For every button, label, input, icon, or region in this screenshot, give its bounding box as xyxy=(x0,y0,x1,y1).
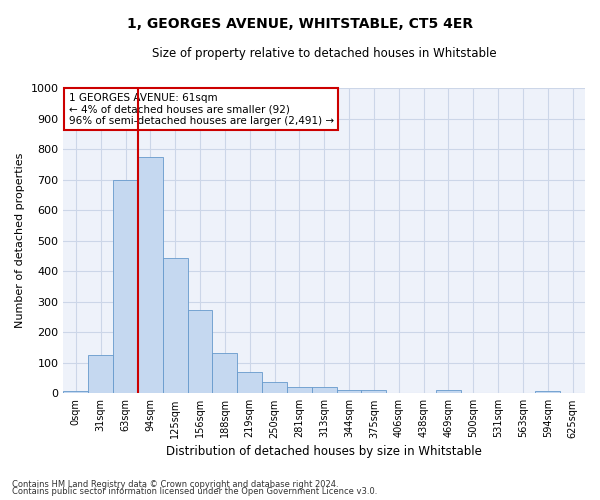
Bar xyxy=(113,180,138,394)
Bar xyxy=(436,390,461,394)
Bar xyxy=(163,258,188,394)
Bar xyxy=(361,390,386,394)
Bar xyxy=(88,355,113,394)
Text: 1, GEORGES AVENUE, WHITSTABLE, CT5 4ER: 1, GEORGES AVENUE, WHITSTABLE, CT5 4ER xyxy=(127,18,473,32)
Bar xyxy=(312,387,337,394)
Bar xyxy=(188,310,212,394)
Bar xyxy=(262,382,287,394)
Bar xyxy=(138,156,163,394)
Text: 1 GEORGES AVENUE: 61sqm
← 4% of detached houses are smaller (92)
96% of semi-det: 1 GEORGES AVENUE: 61sqm ← 4% of detached… xyxy=(68,92,334,126)
Bar xyxy=(535,391,560,394)
Bar xyxy=(337,390,361,394)
Bar xyxy=(212,353,237,394)
Bar xyxy=(287,387,312,394)
Bar xyxy=(237,372,262,394)
Y-axis label: Number of detached properties: Number of detached properties xyxy=(15,153,25,328)
X-axis label: Distribution of detached houses by size in Whitstable: Distribution of detached houses by size … xyxy=(166,444,482,458)
Text: Contains public sector information licensed under the Open Government Licence v3: Contains public sector information licen… xyxy=(12,488,377,496)
Bar xyxy=(64,391,88,394)
Text: Contains HM Land Registry data © Crown copyright and database right 2024.: Contains HM Land Registry data © Crown c… xyxy=(12,480,338,489)
Title: Size of property relative to detached houses in Whitstable: Size of property relative to detached ho… xyxy=(152,48,497,60)
